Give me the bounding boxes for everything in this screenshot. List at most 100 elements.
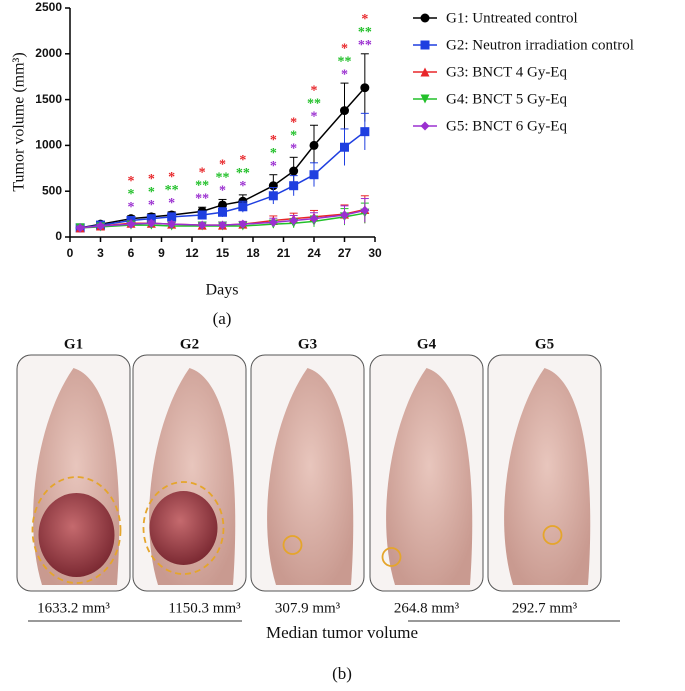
significance-mark: * <box>311 83 318 98</box>
point <box>126 219 136 229</box>
median-volume: 307.9 mm³ <box>275 600 341 616</box>
significance-mark: * <box>361 12 368 27</box>
tumor-outline <box>142 481 225 575</box>
significance-mark: * <box>239 153 246 168</box>
point <box>309 214 319 224</box>
legend-marker <box>420 40 430 50</box>
significance-mark: ** <box>165 183 179 198</box>
significance-mark: * <box>270 146 277 161</box>
point <box>218 220 227 230</box>
point <box>146 214 156 224</box>
x-tick-label: 6 <box>128 246 135 260</box>
tumor-outline <box>381 547 402 567</box>
x-axis-label: Days <box>206 282 239 299</box>
median-volume: 1633.2 mm³ <box>37 600 110 616</box>
significance-mark: * <box>128 187 135 202</box>
legend-marker <box>420 94 430 104</box>
tumor-outline <box>31 476 122 584</box>
significance-mark: * <box>239 179 246 194</box>
legend-marker <box>420 67 430 77</box>
significance-mark: ** <box>236 166 250 181</box>
y-tick-label: 1500 <box>35 92 62 106</box>
x-tick-label: 12 <box>185 246 199 260</box>
significance-mark: * <box>341 41 348 56</box>
point <box>360 127 370 137</box>
mouse-body <box>267 368 354 585</box>
significance-mark: ** <box>358 38 372 53</box>
point <box>197 210 207 220</box>
significance-mark: ** <box>195 191 209 206</box>
tumor <box>149 491 218 565</box>
legend-marker <box>420 13 430 23</box>
point <box>96 221 105 231</box>
point <box>309 140 319 150</box>
x-tick-label: 18 <box>246 246 260 260</box>
significance-mark: * <box>148 198 155 213</box>
point <box>360 83 370 93</box>
median-volume: 292.7 mm³ <box>512 600 578 616</box>
panel-label: (b) <box>332 664 352 683</box>
significance-mark: * <box>311 109 318 124</box>
significance-mark: ** <box>307 96 321 111</box>
point <box>268 191 278 201</box>
point <box>340 142 349 152</box>
x-tick-label: 15 <box>216 246 230 260</box>
point <box>289 181 299 191</box>
legend-label: G4: BNCT 5 Gy-Eq <box>446 91 567 107</box>
median-volume: 1150.3 mm³ <box>168 600 241 616</box>
significance-mark: * <box>128 200 135 215</box>
point <box>238 219 248 229</box>
point <box>167 219 177 229</box>
y-tick-label: 0 <box>55 229 62 243</box>
y-tick-label: 2500 <box>35 0 62 14</box>
significance-mark: * <box>148 172 155 187</box>
group-label: G5 <box>535 336 554 352</box>
point <box>268 217 278 227</box>
mouse-body <box>386 368 473 585</box>
significance-mark: * <box>219 158 226 173</box>
point <box>360 205 370 215</box>
significance-mark: * <box>128 174 135 189</box>
point <box>309 170 319 180</box>
panel-label: (a) <box>213 309 232 328</box>
x-tick-label: 30 <box>368 246 382 260</box>
legend-label: G1: Untreated control <box>446 10 578 26</box>
tumor-outline <box>282 535 303 555</box>
legend-label: G2: Neutron irradiation control <box>446 37 634 53</box>
significance-mark: * <box>148 185 155 200</box>
group-label: G2 <box>180 336 199 352</box>
point <box>167 212 177 222</box>
significance-mark: * <box>168 196 175 211</box>
point <box>218 207 227 217</box>
group-label: G1 <box>64 336 83 352</box>
legend-marker <box>420 121 430 131</box>
x-tick-label: 9 <box>158 246 165 260</box>
x-tick-label: 27 <box>338 246 352 260</box>
significance-mark: ** <box>338 54 352 69</box>
median-volume: 264.8 mm³ <box>394 600 460 616</box>
legend-label: G5: BNCT 6 Gy-Eq <box>446 118 567 134</box>
significance-mark: * <box>290 142 297 157</box>
point <box>289 166 299 176</box>
y-axis-label: Tumor volume (mm³) <box>11 52 28 191</box>
significance-mark: ** <box>195 178 209 193</box>
x-tick-label: 24 <box>307 246 321 260</box>
y-tick-label: 1000 <box>35 138 62 152</box>
significance-mark: ** <box>358 25 372 40</box>
significance-mark: ** <box>216 171 230 186</box>
significance-mark: * <box>219 184 226 199</box>
group-label: G4 <box>417 336 437 352</box>
mouse-body <box>504 368 591 585</box>
group-label: G3 <box>298 336 317 352</box>
caption: Median tumor volume <box>266 623 418 642</box>
significance-mark: * <box>270 159 277 174</box>
significance-mark: * <box>270 133 277 148</box>
significance-mark: * <box>168 170 175 185</box>
significance-mark: * <box>290 116 297 131</box>
photo-panel <box>16 354 602 592</box>
point <box>75 223 85 233</box>
point <box>238 202 248 212</box>
x-tick-label: 0 <box>67 246 74 260</box>
point <box>146 218 156 228</box>
